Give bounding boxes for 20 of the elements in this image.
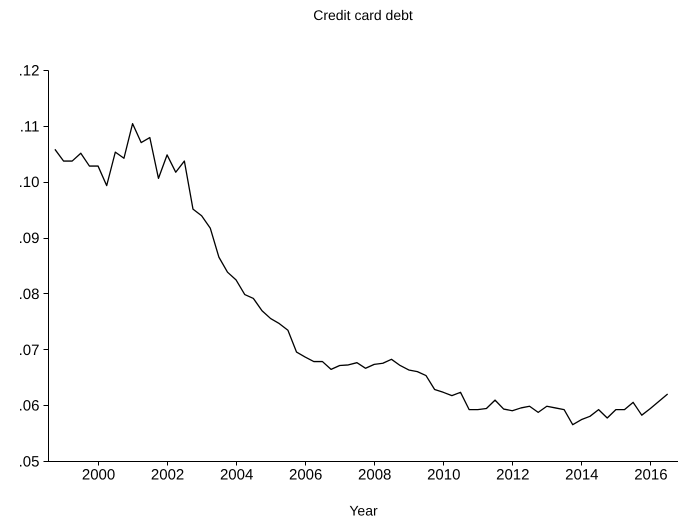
chart-title: Credit card debt <box>313 7 413 23</box>
line-series <box>54 122 668 426</box>
x-tick-label: 2010 <box>427 466 460 484</box>
y-tick-label: .06 <box>18 398 40 415</box>
x-tick-label: 2002 <box>150 466 184 484</box>
x-tick-label: 2012 <box>496 466 530 484</box>
x-tick-label: 2016 <box>634 466 668 484</box>
x-axis-title: Year <box>349 502 378 518</box>
x-tick-label: 2000 <box>82 466 116 484</box>
y-tick-label: .11 <box>20 118 40 136</box>
x-tick-label: 2004 <box>220 466 254 484</box>
y-tick-label: .09 <box>18 230 40 248</box>
y-tick-label: .08 <box>18 286 40 303</box>
y-tick-label: .12 <box>18 62 40 80</box>
y-tick-label: .07 <box>18 342 40 359</box>
y-tick-label: .05 <box>18 454 40 470</box>
x-tick-label: 2008 <box>358 466 392 484</box>
y-tick-label: .10 <box>18 174 40 192</box>
x-tick-label: 2014 <box>565 466 599 484</box>
x-tick-label: 2006 <box>288 466 322 484</box>
